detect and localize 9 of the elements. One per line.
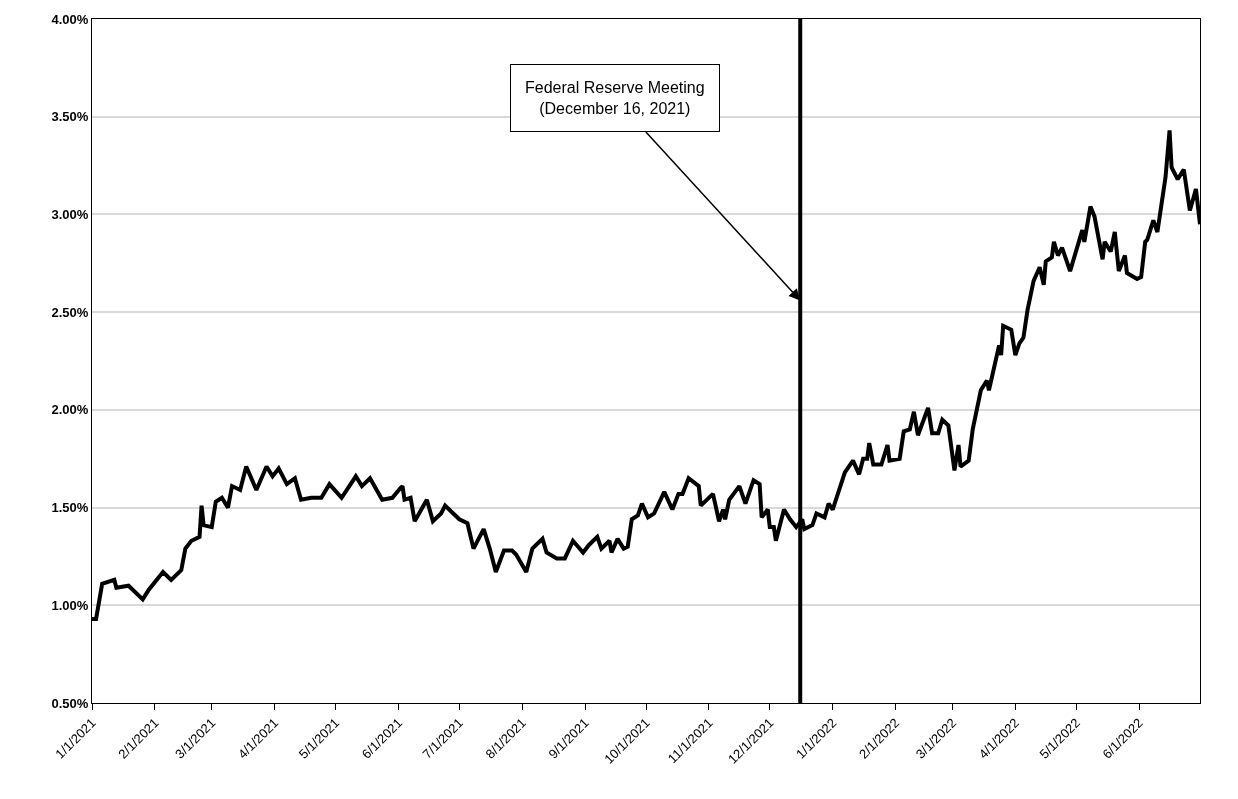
annotation: Federal Reserve Meeting (December 16, 2021)	[525, 79, 705, 117]
y-tick-label: 3.00%	[51, 206, 89, 222]
y-tick-label: 0.50%	[51, 695, 89, 711]
y-tick-label: 4.00%	[51, 11, 89, 27]
y-tick-label: 2.50%	[51, 304, 89, 320]
y-tick-label: 1.50%	[51, 500, 89, 516]
y-tick-label: 1.00%	[51, 597, 89, 613]
y-tick-label: 2.00%	[51, 402, 89, 418]
y-tick-label: 3.50%	[51, 109, 89, 125]
